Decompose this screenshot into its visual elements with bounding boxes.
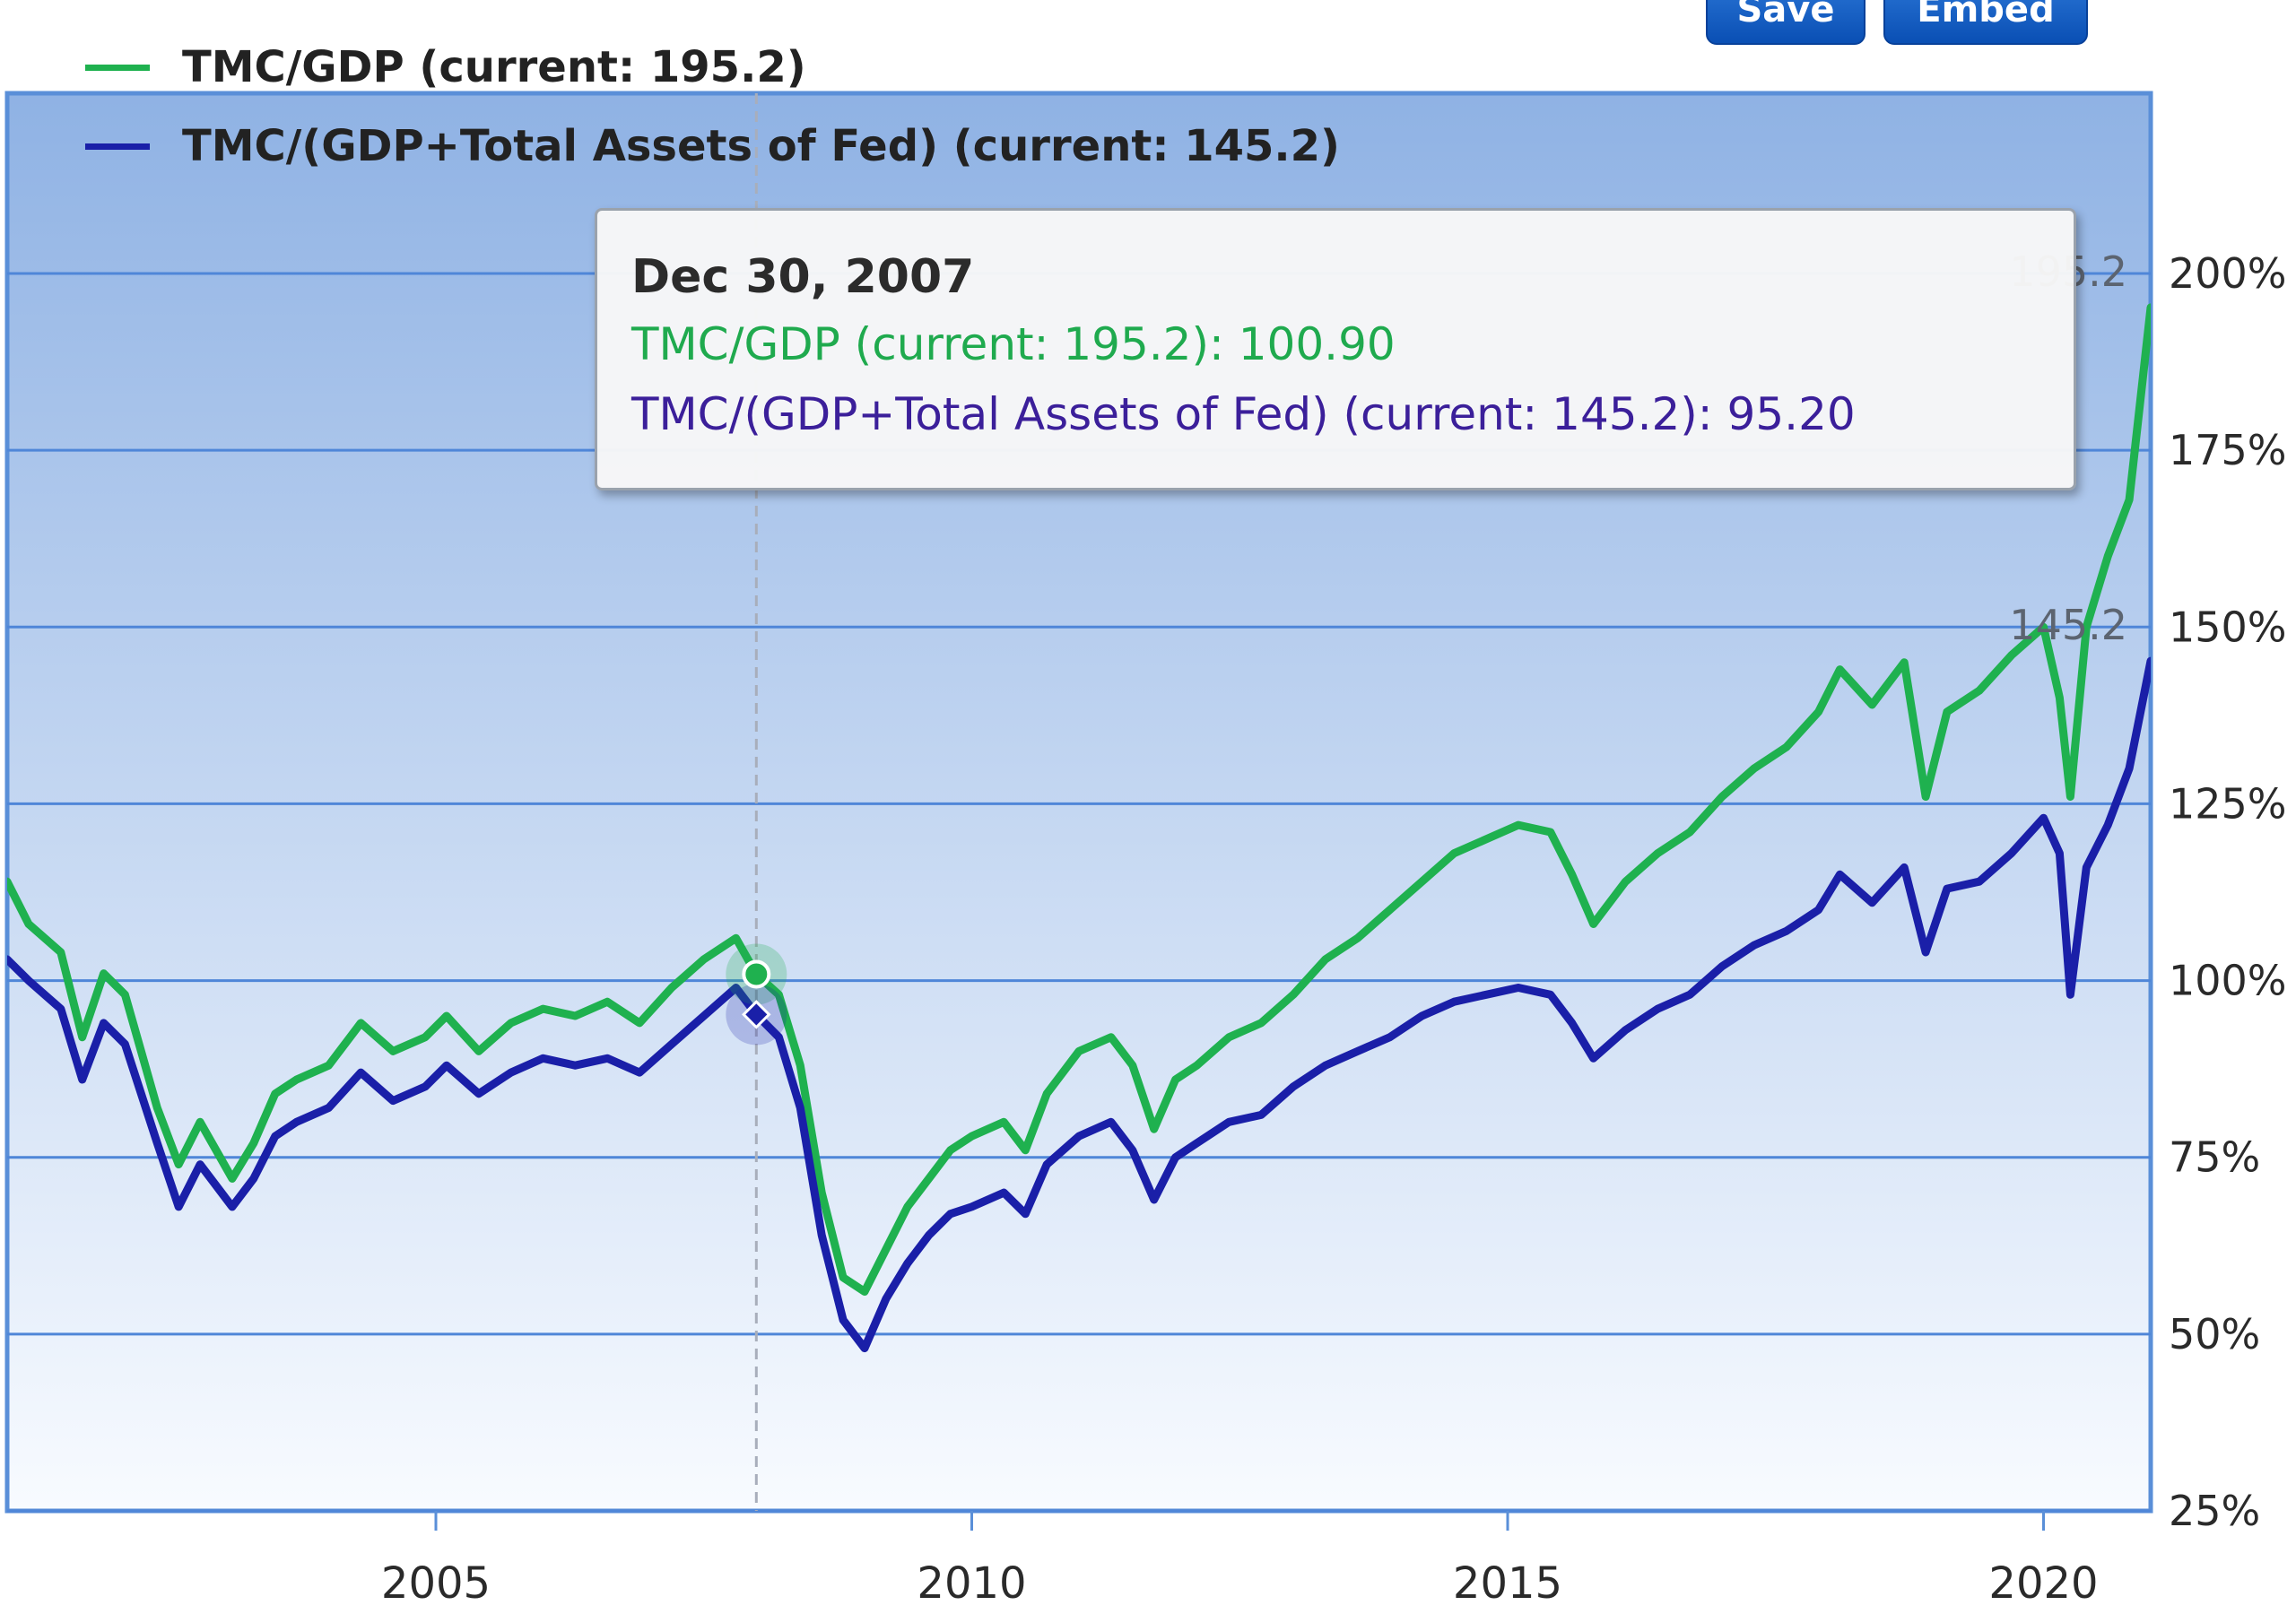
- x-tick-label: 2005: [381, 1558, 491, 1609]
- tooltip-label-tmc-gdp: TMC/GDP (current: 195.2):: [631, 318, 1239, 370]
- y-tick-label: 50%: [2169, 1310, 2260, 1358]
- legend-item-tmc-gdp-fed[interactable]: TMC/(GDP+Total Assets of Fed) (current: …: [85, 115, 1340, 178]
- series-line-tmc-gdp[interactable]: [7, 303, 2151, 1296]
- tooltip: Dec 30, 2007 TMC/GDP (current: 195.2): 1…: [595, 208, 2076, 490]
- x-tick-label: 2015: [1453, 1558, 1562, 1609]
- tooltip-value-tmc-gdp-fed: 95.20: [1726, 388, 1856, 440]
- tooltip-line-tmc-gdp: TMC/GDP (current: 195.2): 100.90: [631, 309, 2041, 379]
- hover-marker-tmc-gdp[interactable]: [742, 959, 771, 989]
- y-tick-label: 150%: [2169, 603, 2287, 651]
- series-end-label: 145.2: [2009, 601, 2127, 649]
- save-button[interactable]: Save: [1706, 0, 1866, 45]
- series-line-tmc-gdp-fed[interactable]: [7, 656, 2151, 1353]
- tooltip-label-tmc-gdp-fed: TMC/(GDP+Total Assets of Fed) (current: …: [631, 388, 1727, 440]
- legend-label-tmc-gdp: TMC/GDP (current: 195.2): [182, 42, 806, 92]
- y-tick-label: 200%: [2169, 249, 2287, 298]
- x-tick-label: 2020: [1988, 1558, 2098, 1609]
- y-tick-label: 25%: [2169, 1487, 2260, 1535]
- hover-marker-tmc-gdp-fed[interactable]: [742, 1000, 771, 1029]
- y-tick-label: 100%: [2169, 957, 2287, 1005]
- legend-label-tmc-gdp-fed: TMC/(GDP+Total Assets of Fed) (current: …: [182, 121, 1340, 171]
- y-tick-label: 75%: [2169, 1133, 2260, 1182]
- tooltip-line-tmc-gdp-fed: TMC/(GDP+Total Assets of Fed) (current: …: [631, 379, 2041, 449]
- tooltip-value-tmc-gdp: 100.90: [1238, 318, 1396, 370]
- legend-item-tmc-gdp[interactable]: TMC/GDP (current: 195.2): [85, 36, 806, 99]
- embed-button[interactable]: Embed: [1883, 0, 2088, 45]
- legend-swatch-green: [85, 64, 150, 71]
- x-tick-label: 2010: [917, 1558, 1026, 1609]
- y-tick-label: 125%: [2169, 779, 2287, 828]
- legend-swatch-blue: [85, 143, 150, 150]
- tooltip-date: Dec 30, 2007: [631, 250, 975, 304]
- y-tick-label: 175%: [2169, 426, 2287, 474]
